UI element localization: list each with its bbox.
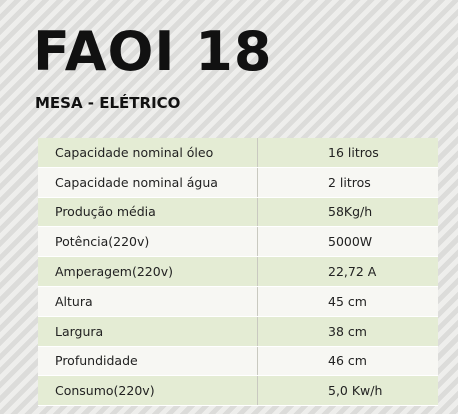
spec-value: 46 cm: [257, 346, 438, 377]
spec-label: Potência(220v): [38, 226, 258, 258]
spec-row: Consumo(220v) 5,0 Kw/h: [38, 375, 438, 407]
spec-value: 5,0 Kw/h: [257, 375, 438, 407]
spec-table: Capacidade nominal óleo 16 litros Capacida…: [38, 138, 438, 407]
spec-row: Amperagem(220v) 22,72 A: [38, 256, 438, 287]
spec-label: Consumo(220v): [38, 375, 258, 407]
spec-row: Produção média 58Kg/h: [38, 197, 438, 228]
title: FAOI 18: [33, 20, 273, 83]
spec-row: Altura 45 cm: [38, 286, 438, 317]
subtitle: MESA - ELÉTRICO: [35, 94, 181, 112]
spec-row: Profundidade 46 cm: [38, 346, 438, 377]
spec-label: Amperagem(220v): [38, 256, 258, 287]
spec-value: 45 cm: [257, 286, 438, 317]
spec-value: 22,72 A: [257, 256, 438, 287]
spec-value: 5000W: [257, 226, 438, 258]
spec-value: 2 litros: [257, 167, 438, 198]
spec-label: Produção média: [38, 197, 258, 228]
spec-row: Potência(220v) 5000W: [38, 226, 438, 258]
spec-row: Capacidade nominal água 2 litros: [38, 167, 438, 198]
spec-label: Profundidade: [38, 346, 258, 377]
spec-value: 16 litros: [257, 138, 438, 168]
spec-value: 38 cm: [257, 316, 438, 347]
spec-value: 58Kg/h: [257, 197, 438, 228]
spec-label: Capacidade nominal água: [38, 167, 258, 198]
spec-label: Altura: [38, 286, 258, 317]
spec-row: Capacidade nominal óleo 16 litros: [38, 138, 438, 168]
spec-label: Largura: [38, 316, 258, 347]
spec-label: Capacidade nominal óleo: [38, 138, 258, 168]
spec-row: Largura 38 cm: [38, 316, 438, 347]
